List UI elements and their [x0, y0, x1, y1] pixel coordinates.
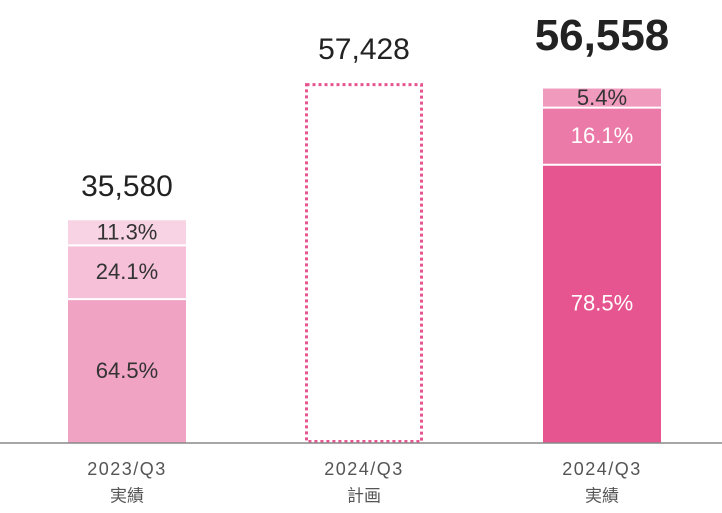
- bar-segment: [68, 220, 186, 246]
- segment-label: 24.1%: [96, 259, 158, 284]
- segment-label: 78.5%: [571, 291, 633, 316]
- total-label: 57,428: [318, 33, 410, 66]
- bar-segment: [68, 245, 186, 300]
- bar-segment: [543, 107, 661, 165]
- bar-segment: [68, 299, 186, 443]
- segment-label: 5.4%: [577, 85, 627, 110]
- x-tick-sublabel: 実績: [585, 486, 619, 505]
- segment-label: 64.5%: [96, 358, 158, 383]
- plan-bar-outline: [305, 83, 423, 444]
- segment-label: 16.1%: [571, 123, 633, 148]
- x-tick-sublabel: 計画: [347, 486, 381, 505]
- x-tick-label: 2024/Q3: [324, 459, 404, 479]
- x-tick-sublabel: 実績: [110, 486, 144, 505]
- bar-segment: [543, 164, 661, 443]
- x-tick-label: 2024/Q3: [562, 459, 642, 479]
- total-label: 56,558: [535, 11, 670, 60]
- total-label: 35,580: [81, 170, 173, 203]
- bar-segment: [543, 88, 661, 108]
- segment-label: 11.3%: [97, 220, 158, 245]
- x-tick-label: 2023/Q3: [87, 459, 167, 479]
